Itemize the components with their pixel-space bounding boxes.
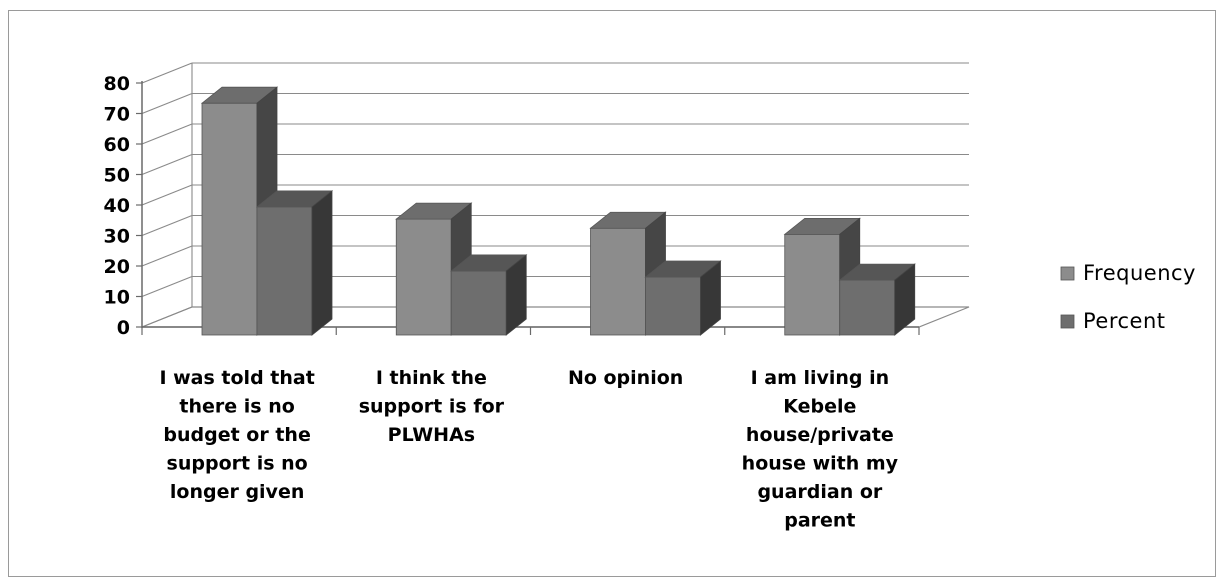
legend-label: Percent bbox=[1083, 309, 1166, 333]
gridline-side bbox=[141, 214, 193, 237]
category-label: I think the support is for PLWHAs bbox=[359, 367, 505, 446]
bar-percent-2 bbox=[644, 260, 722, 336]
bar-percent-1 bbox=[450, 254, 528, 336]
category-label: No opinion bbox=[568, 367, 683, 389]
category-label: I was told that there is no budget or the s… bbox=[159, 367, 314, 503]
gridline-side bbox=[141, 275, 193, 298]
bar-chart: 0 10 20 30 40 50 60 70 80 I was told that there i… bbox=[104, 62, 1196, 532]
category-label: I am living in Kebele house/private house w… bbox=[742, 367, 899, 532]
gridline-side bbox=[141, 245, 193, 267]
bar-frequency-1 bbox=[395, 202, 473, 336]
gridline-side bbox=[141, 306, 193, 328]
y-tick-label: 0 bbox=[117, 317, 130, 339]
legend-swatch bbox=[1060, 266, 1075, 281]
y-tick-label: 60 bbox=[104, 134, 130, 156]
y-tick-label: 40 bbox=[104, 195, 130, 217]
bar-percent-3 bbox=[838, 263, 916, 336]
y-tick-label: 30 bbox=[104, 226, 130, 248]
bar-percent-0 bbox=[255, 190, 334, 336]
legend: Frequency Percent bbox=[1060, 261, 1196, 333]
y-tick-labels: 0 10 20 30 40 50 60 70 80 bbox=[104, 73, 130, 339]
legend-item-frequency: Frequency bbox=[1060, 261, 1196, 285]
gridline-side bbox=[141, 92, 193, 115]
gridline-side bbox=[141, 153, 193, 176]
y-tick-label: 50 bbox=[104, 165, 130, 187]
bars bbox=[200, 86, 916, 336]
legend-label: Frequency bbox=[1083, 261, 1196, 285]
y-tick-label: 80 bbox=[104, 73, 130, 95]
y-tick-label: 10 bbox=[104, 287, 130, 309]
chart-frame: 0 10 20 30 40 50 60 70 80 I was told that there i… bbox=[8, 10, 1216, 577]
gridline-side bbox=[141, 62, 193, 84]
gridline-side bbox=[141, 123, 193, 145]
category-labels: I was told that there is no budget or the s… bbox=[159, 367, 898, 532]
y-tick-label: 20 bbox=[104, 256, 130, 278]
legend-item-percent: Percent bbox=[1060, 309, 1166, 333]
gridline-side bbox=[141, 184, 193, 206]
y-tick-label: 70 bbox=[104, 104, 130, 126]
legend-swatch bbox=[1060, 314, 1075, 329]
